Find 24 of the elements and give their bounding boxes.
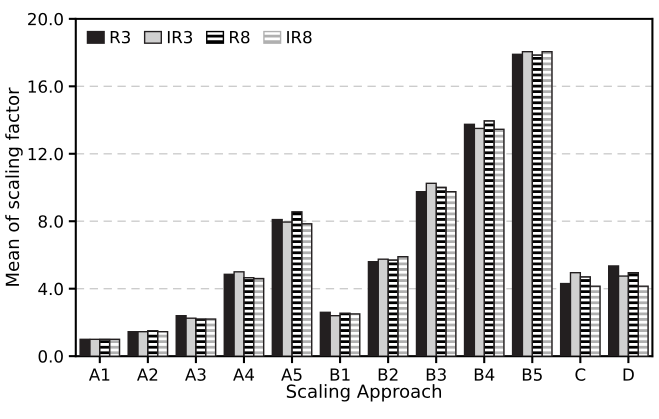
y-tick-label: 20.0 (28, 12, 63, 26)
x-tick-label: B1 (330, 368, 350, 381)
x-tick-label: A5 (281, 368, 302, 381)
x-axis-title: Scaling Approach (286, 384, 442, 402)
x-tick-label: B3 (426, 368, 446, 381)
x-tick-label: A3 (185, 368, 206, 381)
y-tick-label: 16.0 (28, 80, 63, 93)
y-tick-label: 0.0 (38, 350, 63, 363)
x-tick-label: D (624, 368, 634, 381)
x-tick-label: A4 (233, 368, 254, 381)
y-axis-title: Mean of scaling factor (5, 87, 23, 286)
x-tick-label: A2 (136, 368, 158, 381)
legend-label: IR3 (168, 30, 192, 44)
y-tick-label: 8.0 (38, 215, 63, 228)
x-tick-label: A1 (88, 368, 110, 381)
legend-label: R8 (230, 30, 250, 44)
x-tick-label: B5 (522, 368, 542, 381)
x-tick-label: C (575, 368, 586, 381)
x-tick-label: B2 (378, 368, 398, 381)
y-tick-label: 12.0 (28, 148, 63, 160)
legend-label: IR8 (287, 30, 312, 44)
legend-label: R3 (110, 30, 130, 44)
x-tick-label: B4 (474, 368, 494, 381)
y-tick-label: 4.0 (38, 282, 63, 296)
